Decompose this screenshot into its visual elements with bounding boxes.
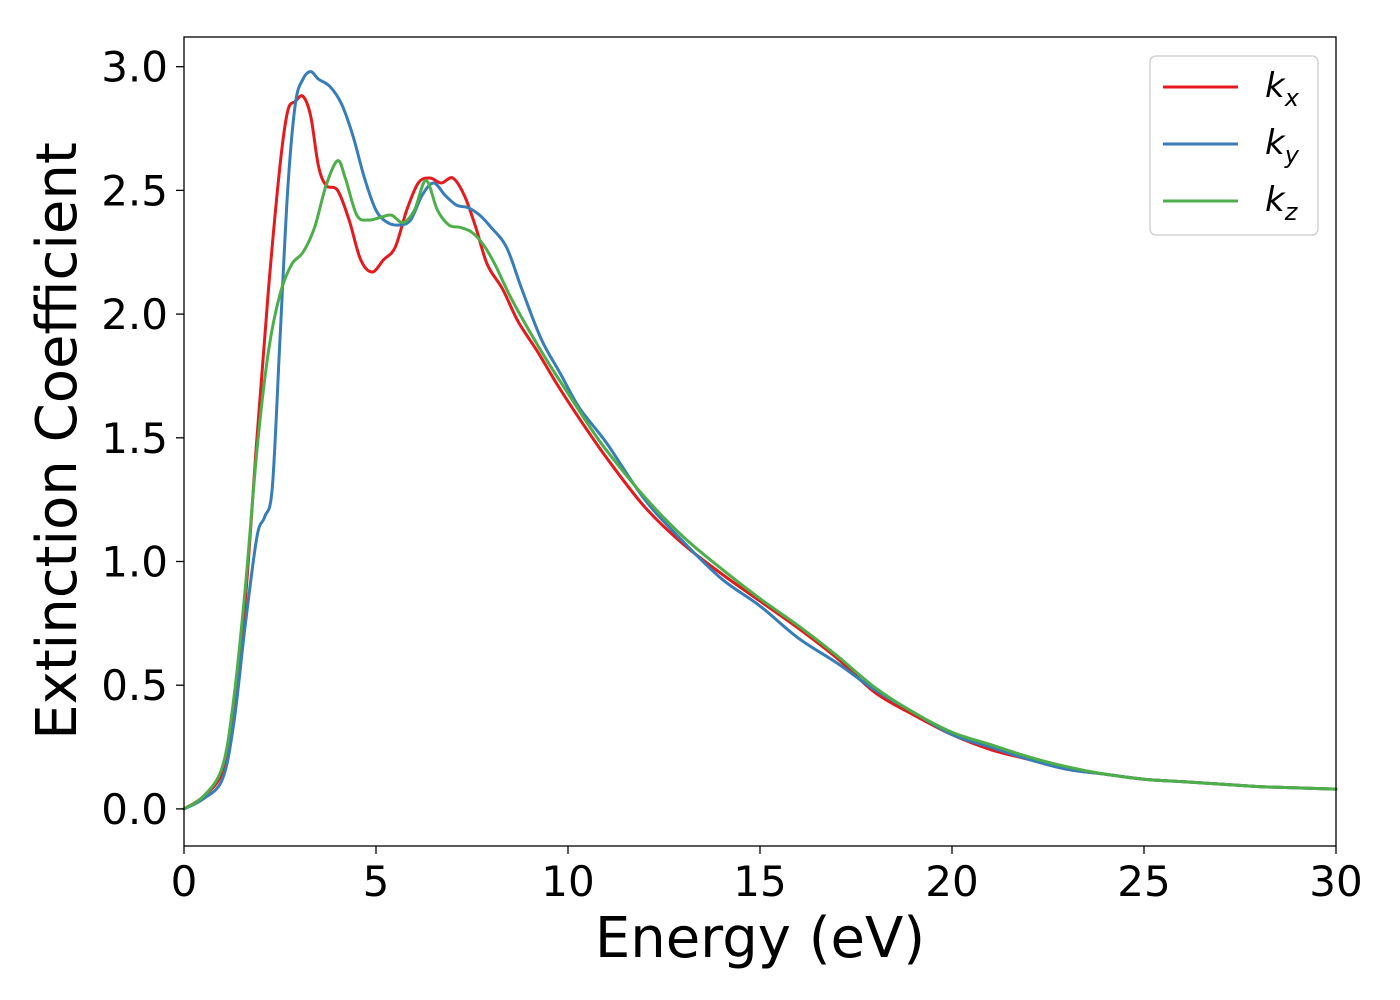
x-axis: 0 5 10 15 20 25 30 [171,846,1363,906]
x-tick-label: 25 [1117,857,1170,906]
legend-label-kx: kx [1265,66,1300,112]
legend-label-ky: ky [1265,123,1300,169]
y-tick-label: 1.0 [101,537,168,586]
y-tick-label: 2.5 [101,166,168,215]
series-line-kz [182,159,1338,811]
x-tick-label: 30 [1309,857,1362,906]
plot-area [182,36,1338,847]
legend-entries: kx ky kz [1163,66,1300,226]
series-layer [182,70,1338,811]
x-axis-title: Energy (eV) [595,906,925,971]
x-tick-label: 15 [733,857,786,906]
legend: kx ky kz [1149,55,1319,236]
series-line-ky [182,70,1338,811]
y-tick-label: 2.0 [101,290,168,339]
y-axis-title: Extinction Coefficient [25,142,90,740]
x-tick-label: 20 [925,857,978,906]
y-tick-label: 1.5 [101,414,168,463]
x-tick-label: 5 [363,857,390,906]
y-tick-label: 0.0 [101,785,168,834]
y-tick-label: 3.0 [101,43,168,92]
legend-label-kz: kz [1265,180,1299,226]
y-tick-label: 0.5 [101,661,168,710]
series-line-kx [182,94,1338,811]
y-axis: 0.0 0.5 1.0 1.5 2.0 2.5 3.0 [101,43,184,834]
x-tick-label: 10 [541,857,594,906]
x-tick-label: 0 [171,857,198,906]
